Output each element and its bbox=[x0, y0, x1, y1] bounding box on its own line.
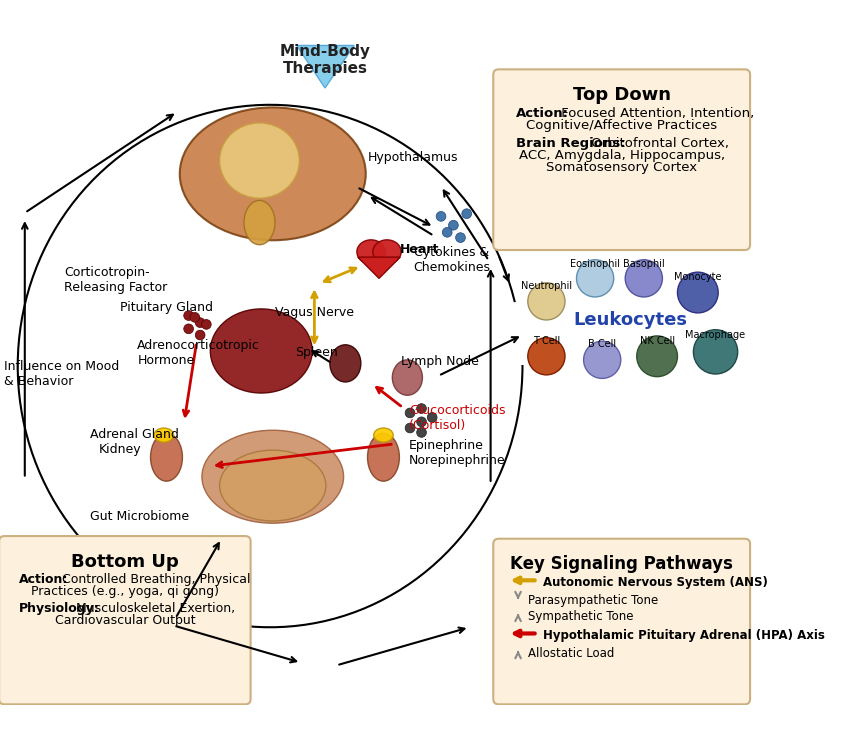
Text: Spleen: Spleen bbox=[296, 346, 338, 358]
Circle shape bbox=[576, 260, 614, 297]
Circle shape bbox=[416, 428, 427, 438]
Text: Bottom Up: Bottom Up bbox=[71, 553, 178, 571]
Circle shape bbox=[528, 283, 565, 320]
Text: Lymph Node: Lymph Node bbox=[401, 355, 479, 369]
Ellipse shape bbox=[219, 123, 299, 198]
Circle shape bbox=[184, 324, 194, 334]
Circle shape bbox=[694, 330, 738, 374]
Text: Epinephrine
Norepinephrine: Epinephrine Norepinephrine bbox=[409, 438, 506, 467]
Text: Vagus Nerve: Vagus Nerve bbox=[275, 306, 354, 319]
Ellipse shape bbox=[357, 240, 385, 264]
Text: Influence on Mood
& Behavior: Influence on Mood & Behavior bbox=[3, 360, 119, 387]
Circle shape bbox=[584, 341, 620, 378]
Text: Corticotropin-
Releasing Factor: Corticotropin- Releasing Factor bbox=[64, 266, 167, 294]
Ellipse shape bbox=[374, 428, 394, 442]
Ellipse shape bbox=[367, 433, 400, 481]
FancyBboxPatch shape bbox=[493, 70, 750, 250]
Text: Pituitary Gland: Pituitary Gland bbox=[120, 301, 212, 314]
Text: Top Down: Top Down bbox=[573, 86, 671, 104]
Circle shape bbox=[405, 408, 415, 418]
Text: Allostatic Load: Allostatic Load bbox=[528, 647, 615, 660]
Text: Heart: Heart bbox=[400, 243, 439, 256]
Text: ACC, Amygdala, Hippocampus,: ACC, Amygdala, Hippocampus, bbox=[518, 149, 725, 162]
Text: Orbitofrontal Cortex,: Orbitofrontal Cortex, bbox=[587, 137, 729, 150]
Text: Musculoskeletal Exertion,: Musculoskeletal Exertion, bbox=[71, 602, 235, 616]
Circle shape bbox=[428, 413, 437, 423]
Text: Sympathetic Tone: Sympathetic Tone bbox=[528, 610, 633, 622]
Text: Gut Microbiome: Gut Microbiome bbox=[90, 510, 190, 524]
Polygon shape bbox=[358, 257, 400, 278]
Text: Cytokines &
Chemokines: Cytokines & Chemokines bbox=[413, 247, 490, 275]
Text: Somatosensory Cortex: Somatosensory Cortex bbox=[546, 162, 697, 174]
Circle shape bbox=[626, 260, 662, 297]
Text: Neutrophil: Neutrophil bbox=[521, 281, 572, 291]
Circle shape bbox=[196, 330, 205, 340]
Ellipse shape bbox=[393, 360, 422, 395]
Text: Mind-Body
Therapies: Mind-Body Therapies bbox=[280, 43, 371, 76]
Ellipse shape bbox=[154, 428, 173, 442]
Text: Glucocorticoids
(Cortisol): Glucocorticoids (Cortisol) bbox=[409, 404, 506, 432]
Text: Practices (e.g., yoga, qi gong): Practices (e.g., yoga, qi gong) bbox=[31, 585, 218, 598]
Circle shape bbox=[442, 227, 452, 237]
Ellipse shape bbox=[202, 430, 343, 523]
Ellipse shape bbox=[210, 309, 312, 393]
Text: Physiology:: Physiology: bbox=[19, 602, 99, 616]
Ellipse shape bbox=[330, 345, 361, 382]
Circle shape bbox=[184, 310, 194, 320]
Text: Controlled Breathing, Physical: Controlled Breathing, Physical bbox=[58, 573, 250, 586]
Text: Leukocytes: Leukocytes bbox=[574, 311, 688, 329]
Text: B Cell: B Cell bbox=[588, 340, 616, 349]
Polygon shape bbox=[297, 46, 354, 88]
Circle shape bbox=[677, 272, 718, 313]
Text: Hypothalamic Pituitary Adrenal (HPA) Axis: Hypothalamic Pituitary Adrenal (HPA) Axi… bbox=[543, 629, 824, 642]
Text: Cognitive/Affective Practices: Cognitive/Affective Practices bbox=[526, 119, 717, 132]
Ellipse shape bbox=[219, 450, 326, 521]
Text: Hypothalamus: Hypothalamus bbox=[367, 151, 458, 164]
Text: T Cell: T Cell bbox=[533, 336, 560, 346]
Ellipse shape bbox=[150, 433, 183, 481]
Circle shape bbox=[436, 212, 446, 221]
Circle shape bbox=[201, 319, 211, 329]
Circle shape bbox=[196, 318, 205, 328]
Circle shape bbox=[405, 423, 415, 433]
Circle shape bbox=[528, 337, 565, 375]
FancyBboxPatch shape bbox=[493, 539, 750, 705]
Circle shape bbox=[190, 313, 200, 322]
Circle shape bbox=[416, 404, 427, 414]
Ellipse shape bbox=[179, 108, 366, 240]
Text: Kidney: Kidney bbox=[99, 443, 142, 456]
Circle shape bbox=[449, 221, 458, 230]
Text: Macrophage: Macrophage bbox=[685, 330, 745, 340]
Text: Adrenocorticotropic
Hormone: Adrenocorticotropic Hormone bbox=[137, 340, 260, 367]
Text: Basophil: Basophil bbox=[623, 259, 665, 269]
Text: Cardiovascular Output: Cardiovascular Output bbox=[54, 614, 196, 627]
Text: Eosinophil: Eosinophil bbox=[570, 259, 620, 269]
Ellipse shape bbox=[373, 240, 401, 264]
Circle shape bbox=[462, 209, 472, 218]
Text: Key Signaling Pathways: Key Signaling Pathways bbox=[510, 555, 733, 573]
Text: Action:: Action: bbox=[516, 106, 570, 120]
Text: Parasympathetic Tone: Parasympathetic Tone bbox=[528, 594, 658, 607]
Text: Autonomic Nervous System (ANS): Autonomic Nervous System (ANS) bbox=[543, 576, 768, 589]
Text: Focused Attention, Intention,: Focused Attention, Intention, bbox=[557, 106, 754, 120]
Circle shape bbox=[456, 233, 465, 242]
Circle shape bbox=[416, 417, 427, 426]
FancyBboxPatch shape bbox=[0, 536, 251, 705]
Text: Action:: Action: bbox=[19, 573, 68, 586]
Text: NK Cell: NK Cell bbox=[639, 336, 675, 346]
Text: Adrenal Gland: Adrenal Gland bbox=[90, 428, 179, 441]
Text: Monocyte: Monocyte bbox=[674, 272, 722, 282]
Circle shape bbox=[637, 336, 677, 377]
Text: Brain Regions:: Brain Regions: bbox=[516, 137, 626, 150]
Ellipse shape bbox=[244, 200, 275, 245]
